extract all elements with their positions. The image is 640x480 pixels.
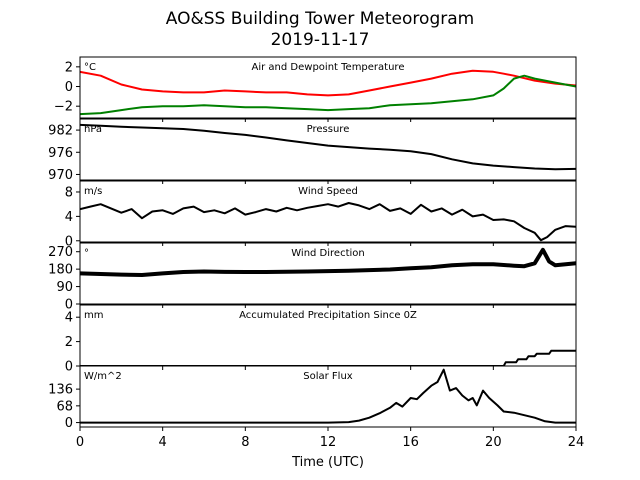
x-axis-label: Time (UTC) — [291, 455, 364, 470]
figure-title: AO&SS Building Tower Meteorogram — [166, 9, 474, 29]
x-tick-label-1: 0 — [76, 435, 84, 450]
panel-5-ytick-label-1: 4 — [65, 311, 73, 326]
panel-1-ytick-label-3: −2 — [54, 100, 73, 115]
panel-6-unit: W/m^2 — [84, 371, 122, 382]
panel-3-title: Wind Speed — [298, 186, 358, 197]
panel-4-unit: ° — [84, 248, 89, 259]
panel-1-title: Air and Dewpoint Temperature — [252, 62, 405, 73]
panel-3-ytick-label-3: 0 — [65, 234, 73, 249]
panel-4: 270 180 90 0 ° Wind Direction — [48, 242, 577, 313]
panel-4-ytick-label-3: 90 — [56, 280, 73, 295]
panel-4-ytick-label-1: 270 — [48, 245, 73, 260]
panels-group: 2 0 −2 °C Air and Dewpoint Temperature 982 976… — [48, 56, 577, 431]
panel-5-series-1-line — [80, 349, 576, 366]
panel-2-ytick-label-2: 976 — [48, 146, 73, 161]
panel-6-title: Solar Flux — [303, 371, 353, 382]
panel-2-ytick-label-3: 970 — [48, 168, 73, 183]
panel-6-ytick-label-1: 136 — [48, 383, 73, 398]
panel-3-series-1-line — [80, 202, 576, 242]
x-tick-label-4: 12 — [320, 435, 337, 450]
panel-6-ytick-label-2: 68 — [56, 399, 73, 414]
panel-1-series-2-line — [80, 74, 576, 116]
panel-1: 2 0 −2 °C Air and Dewpoint Temperature — [54, 56, 577, 122]
panel-5-ytick-label-3: 0 — [65, 360, 73, 375]
panel-2: 982 976 970 hPa Pressure — [48, 118, 577, 184]
panel-1-series-1-line — [80, 69, 576, 97]
panel-3-ytick-label-1: 8 — [65, 185, 73, 200]
x-tick-label-3: 8 — [241, 435, 249, 450]
panel-6-series-1-line — [80, 368, 576, 424]
x-tick-label-7: 24 — [568, 435, 585, 450]
panel-2-ytick-label-1: 982 — [48, 124, 73, 139]
figure-date: 2019-11-17 — [271, 30, 370, 50]
panel-5: 4 2 0 mm Accumulated Precipitation Since 0Z — [65, 304, 577, 375]
panel-5-ytick-label-2: 2 — [65, 335, 73, 350]
panel-4-ytick-label-2: 180 — [48, 263, 73, 278]
panel-6-ytick-label-3: 0 — [65, 416, 73, 431]
panel-3-ytick-label-2: 4 — [65, 210, 73, 225]
panel-3-unit: m/s — [84, 186, 102, 197]
panel-2-title: Pressure — [307, 124, 350, 135]
x-tick-label-2: 4 — [159, 435, 167, 450]
panel-5-unit: mm — [84, 310, 103, 321]
panel-4-title: Wind Direction — [291, 248, 365, 259]
panel-4-series-1-line — [80, 247, 576, 277]
panel-5-title: Accumulated Precipitation Since 0Z — [239, 310, 417, 321]
panel-2-unit: hPa — [84, 124, 102, 135]
x-tick-label-5: 16 — [402, 435, 419, 450]
panel-4-ytick-label-4: 0 — [65, 298, 73, 313]
x-tick-label-6: 20 — [485, 435, 502, 450]
x-axis: 0 4 8 12 16 20 24 — [76, 435, 584, 450]
panel-1-ytick-label-2: 0 — [65, 80, 73, 95]
panel-3: 8 4 0 m/s Wind Speed — [65, 180, 577, 249]
panel-1-ytick-label-1: 2 — [65, 60, 73, 75]
panel-2-series-1-line — [80, 123, 576, 171]
panel-1-unit: °C — [84, 62, 96, 73]
